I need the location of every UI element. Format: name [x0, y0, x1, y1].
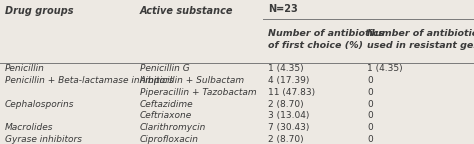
Text: Ceftriaxone: Ceftriaxone	[140, 111, 192, 120]
Text: 0: 0	[367, 123, 373, 132]
Text: Macrolides: Macrolides	[5, 123, 53, 132]
Text: Active substance: Active substance	[140, 6, 233, 16]
Text: 7 (30.43): 7 (30.43)	[268, 123, 309, 132]
Text: 0: 0	[367, 76, 373, 85]
Text: 11 (47.83): 11 (47.83)	[268, 88, 315, 97]
Text: Ceftazidime: Ceftazidime	[140, 100, 193, 109]
Text: Clarithromycin: Clarithromycin	[140, 123, 206, 132]
Text: Number of antibiotics
used in resistant germs (%): Number of antibiotics used in resistant …	[367, 29, 474, 50]
Text: 3 (13.04): 3 (13.04)	[268, 111, 309, 120]
Text: 0: 0	[367, 135, 373, 144]
Text: Penicillin + Beta-lactamase inhibitors: Penicillin + Beta-lactamase inhibitors	[5, 76, 173, 85]
Text: 0: 0	[367, 100, 373, 109]
Text: Penicillin G: Penicillin G	[140, 64, 190, 73]
Text: Number of antibiotics
of first choice (%): Number of antibiotics of first choice (%…	[268, 29, 384, 50]
Text: Drug groups: Drug groups	[5, 6, 73, 16]
Text: 2 (8.70): 2 (8.70)	[268, 135, 303, 144]
Text: 0: 0	[367, 111, 373, 120]
Text: Ciprofloxacin: Ciprofloxacin	[140, 135, 199, 144]
Text: 1 (4.35): 1 (4.35)	[268, 64, 303, 73]
Text: Penicillin: Penicillin	[5, 64, 45, 73]
Text: 1 (4.35): 1 (4.35)	[367, 64, 403, 73]
Text: Piperacillin + Tazobactam: Piperacillin + Tazobactam	[140, 88, 256, 97]
Text: N=23: N=23	[268, 4, 298, 14]
Text: 4 (17.39): 4 (17.39)	[268, 76, 309, 85]
Text: Gyrase inhibitors: Gyrase inhibitors	[5, 135, 82, 144]
Text: 2 (8.70): 2 (8.70)	[268, 100, 303, 109]
Text: 0: 0	[367, 88, 373, 97]
Text: Ampicillin + Sulbactam: Ampicillin + Sulbactam	[140, 76, 245, 85]
Text: Cephalosporins: Cephalosporins	[5, 100, 74, 109]
